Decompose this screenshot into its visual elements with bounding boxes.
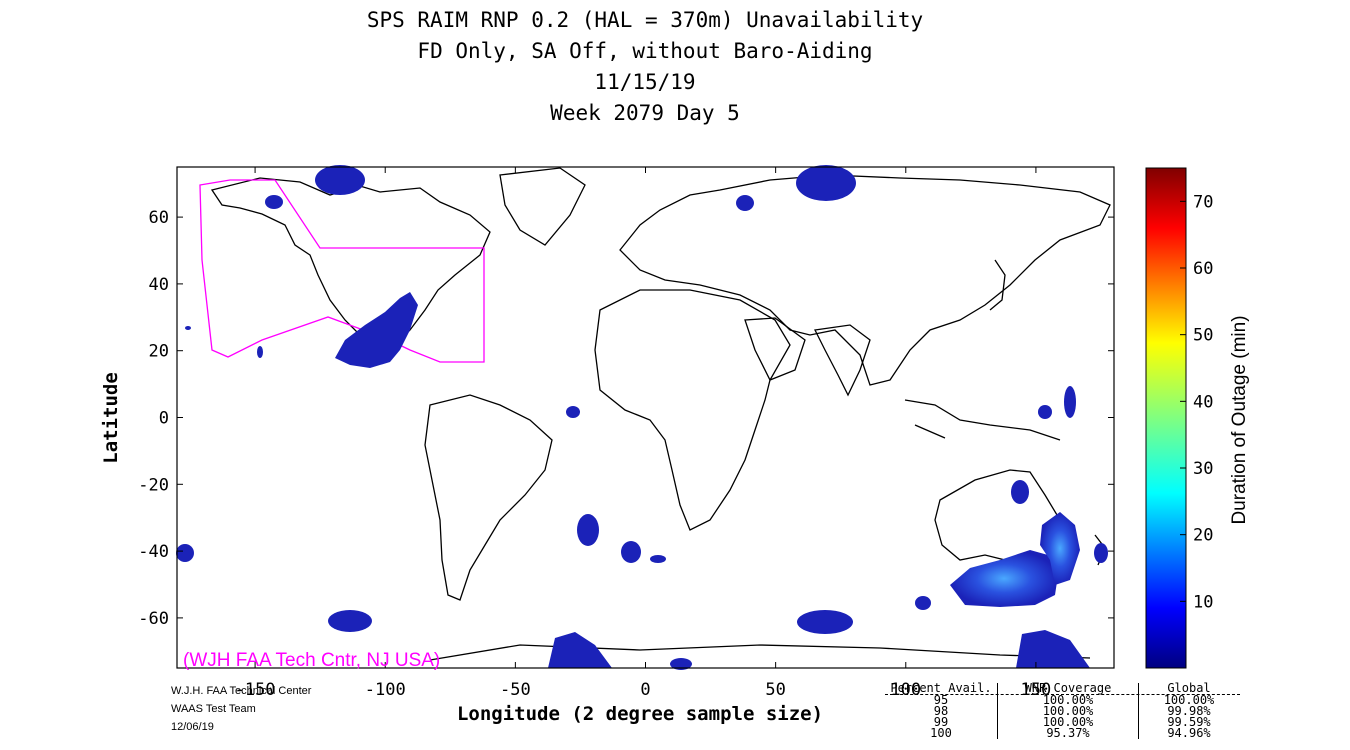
south-america-outline xyxy=(424,394,553,601)
outage-region-central-america-pacific xyxy=(335,292,418,368)
x-tick-label: 100 xyxy=(890,680,921,700)
stats-percent: 99 xyxy=(933,715,949,729)
stats-wnr: 95.37% xyxy=(997,727,1138,739)
stats-wnr: 100.00% xyxy=(997,705,1138,717)
stats-global: 99.59% xyxy=(1138,716,1239,728)
x-tick-label: 50 xyxy=(765,680,785,700)
title-date: 11/15/19 xyxy=(594,70,696,94)
x-tick-label: -50 xyxy=(500,680,531,700)
colorbar-tick-label: 10 xyxy=(1193,592,1213,612)
credit-team: WAAS Test Team xyxy=(171,703,256,715)
outage-region-new-zealand xyxy=(1094,543,1108,563)
x-tick-label: 0 xyxy=(640,680,650,700)
colorbar-ticks: 10 20 30 40 50 60 70 xyxy=(1180,192,1213,612)
outage-region-coral-sea xyxy=(1064,386,1076,418)
colorbar-tick-label: 20 xyxy=(1193,526,1213,546)
stats-percent: 95 xyxy=(933,693,949,707)
y-axis-label: Latitude xyxy=(100,372,122,464)
stats-global: 99.98% xyxy=(1138,705,1239,717)
watermark: (WJH FAA Tech Cntr, NJ USA) xyxy=(183,650,441,671)
y-tick-label: 60 xyxy=(149,208,169,228)
stats-row: 100 95.37% 94.96% xyxy=(885,726,1240,740)
credit-date: 12/06/19 xyxy=(171,721,214,733)
outage-region-pacific-east xyxy=(566,406,580,418)
outage-region-arctic-3 xyxy=(796,165,856,201)
stats-header-row: Percent Avail. WNR Coverage Global xyxy=(885,681,1240,695)
stats-wnr: 100.00% xyxy=(997,694,1138,706)
outage-region-new-guinea xyxy=(1038,405,1052,419)
x-tick-label: -150 xyxy=(235,680,276,700)
stats-percent: 100 xyxy=(930,726,952,740)
north-america-outline xyxy=(210,177,491,361)
title-line-2: FD Only, SA Off, without Baro-Aiding xyxy=(417,39,873,63)
wnr-coverage-boundary xyxy=(199,179,485,363)
eurasia-outline xyxy=(619,174,1111,386)
y-tick-label: 20 xyxy=(149,342,169,362)
stats-global: 100.00% xyxy=(1138,694,1239,706)
colorbar-label: Duration of Outage (min) xyxy=(1229,315,1250,524)
credit-org: W.J.H. FAA Technical Center xyxy=(171,685,312,697)
outage-regions xyxy=(176,165,1108,670)
stats-percent: 98 xyxy=(933,704,949,718)
outage-region-south-pacific xyxy=(328,610,372,632)
greenland-outline xyxy=(499,167,586,246)
outage-region-australia-west xyxy=(915,596,931,610)
title-week: Week 2079 Day 5 xyxy=(550,101,740,125)
outage-region-antarctic-2 xyxy=(1016,630,1090,668)
axis-ticks: -150 -100 -50 0 50 100 150 60 40 20 0 -20 -40 -60 xyxy=(138,167,1114,700)
outage-region-southern-ocean-australia xyxy=(950,550,1058,607)
outage-region-south-atlantic-2 xyxy=(621,541,641,563)
stats-header-wnr: WNR Coverage xyxy=(997,682,1138,694)
title-line-1: SPS RAIM RNP 0.2 (HAL = 370m) Unavailabi… xyxy=(366,8,924,32)
y-tick-label: 40 xyxy=(149,275,169,295)
japan-outline xyxy=(989,259,1006,311)
outage-region-arctic-1 xyxy=(315,165,365,195)
x-axis-label: Longitude (2 degree sample size) xyxy=(457,703,823,725)
stats-global: 94.96% xyxy=(1138,727,1239,739)
availability-stats-table: Percent Avail. WNR Coverage Global 95 10… xyxy=(885,681,1240,740)
india-outline xyxy=(814,324,871,397)
outage-region-antarctic-1 xyxy=(548,632,612,668)
y-tick-label: -60 xyxy=(138,609,169,629)
outage-region-south-atlantic-3 xyxy=(650,555,666,563)
x-tick-label: 150 xyxy=(1021,680,1052,700)
africa-outline xyxy=(594,289,791,531)
y-tick-label: -40 xyxy=(138,542,169,562)
y-tick-label: -20 xyxy=(138,475,169,495)
x-tick-label: -100 xyxy=(365,680,406,700)
outage-region-hawaii-2 xyxy=(185,326,191,330)
outage-region-alaska xyxy=(265,195,283,209)
colorbar-tick-label: 50 xyxy=(1193,326,1213,346)
outage-region-antarctic-3 xyxy=(670,658,692,670)
outage-region-west-pacific-south xyxy=(176,544,194,562)
outage-region-south-atlantic-1 xyxy=(577,514,599,546)
indonesia-outline xyxy=(904,399,1061,441)
outage-region-arctic-2 xyxy=(736,195,754,211)
colorbar-tick-label: 70 xyxy=(1193,192,1213,212)
stats-wnr: 100.00% xyxy=(997,716,1138,728)
antarctica-outline xyxy=(429,644,1091,661)
outage-region-tasman-sea xyxy=(1040,512,1080,585)
stats-row: 98 100.00% 99.98% xyxy=(885,704,1240,718)
outage-region-australia-interior xyxy=(1011,480,1029,504)
stats-row: 95 100.00% 100.00% xyxy=(885,693,1240,707)
arabia-outline xyxy=(744,317,806,381)
outage-region-hawaii-1 xyxy=(257,346,263,358)
continent-outlines xyxy=(210,167,1111,661)
y-tick-label: 0 xyxy=(159,409,169,429)
colorbar-tick-label: 30 xyxy=(1193,459,1213,479)
colorbar-tick-label: 40 xyxy=(1193,392,1213,412)
stats-header-percent: Percent Avail. xyxy=(890,681,992,695)
stats-header-global: Global xyxy=(1138,682,1239,694)
colorbar xyxy=(1145,167,1187,669)
outage-region-southern-indian xyxy=(797,610,853,634)
colorbar-tick-label: 60 xyxy=(1193,259,1213,279)
stats-row: 99 100.00% 99.59% xyxy=(885,715,1240,729)
